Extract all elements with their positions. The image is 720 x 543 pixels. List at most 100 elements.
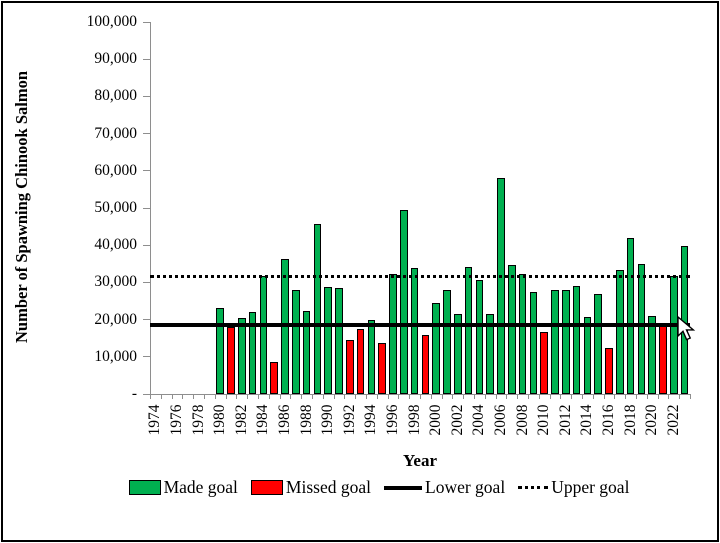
bar-1997[interactable] [399, 209, 408, 394]
bar-1987[interactable] [291, 289, 300, 394]
bar-1989[interactable] [313, 224, 322, 394]
x-axis-tick [193, 395, 195, 399]
x-axis-tick [258, 395, 259, 399]
bar-2007[interactable] [507, 265, 516, 394]
x-axis-tick [225, 395, 227, 399]
y-axis-tick [143, 21, 150, 23]
x-axis-tick [290, 395, 292, 399]
legend-label-missed-goal: Missed goal [285, 477, 371, 497]
bar-1981[interactable] [227, 326, 235, 394]
made-goal-swatch-icon [128, 480, 161, 495]
bar-2011[interactable] [551, 289, 559, 394]
y-axis-tick-label: 10,000 [94, 347, 137, 365]
y-axis-tick-label: 90,000 [94, 50, 137, 68]
bar-1996[interactable] [389, 273, 397, 394]
lower-goal-line-swatch-icon [384, 485, 422, 490]
bar-1993[interactable] [356, 328, 365, 394]
x-axis-tick [247, 395, 249, 399]
x-axis-tick [592, 395, 594, 399]
x-axis-tick [690, 395, 691, 399]
x-axis-tick [268, 395, 270, 399]
bar-1990[interactable] [324, 287, 333, 394]
legend-label-made-goal: Made goal [163, 477, 238, 497]
bar-2012[interactable] [561, 290, 570, 394]
bar-2014[interactable] [583, 317, 592, 394]
x-axis-tick-label: 1976 [168, 404, 185, 436]
y-axis-tick [143, 207, 150, 209]
bar-2008[interactable] [518, 273, 527, 394]
bar-1983[interactable] [248, 311, 257, 394]
y-axis-tick-label: - [131, 385, 137, 402]
missed-goal-swatch-icon [250, 480, 283, 495]
y-axis-tick-label: 70,000 [94, 124, 137, 142]
bar-2016[interactable] [605, 347, 613, 394]
bar-2018[interactable] [626, 237, 635, 394]
bar-2010[interactable] [540, 331, 549, 394]
bar-1980[interactable] [216, 308, 225, 394]
x-axis-tick [279, 395, 281, 399]
x-axis-tick [452, 395, 454, 399]
bar-1998[interactable] [410, 267, 419, 394]
bar-1984[interactable] [259, 275, 268, 394]
bar-2003[interactable] [464, 266, 473, 394]
bar-1999[interactable] [421, 334, 430, 394]
bar-2009[interactable] [529, 291, 538, 394]
x-axis-tick [538, 395, 540, 399]
bar-2002[interactable] [453, 313, 462, 394]
y-axis-tick-label: 20,000 [94, 310, 137, 328]
x-axis-tick [474, 395, 475, 399]
x-axis-tick [603, 395, 605, 399]
bar-1982[interactable] [237, 318, 246, 394]
bar-1995[interactable] [378, 342, 387, 394]
x-axis-tick [679, 395, 681, 399]
y-axis-tick [143, 95, 150, 97]
legend-item-lower-goal[interactable]: Lower goal [384, 477, 505, 498]
x-axis-tick [420, 395, 421, 399]
x-axis-tick [646, 395, 648, 399]
bar-1985[interactable] [270, 361, 279, 394]
bar-2019[interactable] [637, 263, 646, 394]
y-axis-tick [143, 393, 150, 395]
bar-2001[interactable] [443, 289, 451, 394]
upper-goal-line-swatch-icon [518, 486, 549, 489]
legend-item-missed-goal[interactable]: Missed goal [250, 477, 371, 498]
bar-1994[interactable] [367, 319, 376, 394]
bar-2013[interactable] [572, 286, 581, 394]
x-axis-tick [344, 395, 346, 399]
bar-2020[interactable] [648, 315, 657, 394]
bar-2005[interactable] [486, 313, 495, 394]
x-axis-tick [312, 395, 313, 399]
y-axis-tick [143, 58, 150, 60]
x-axis-tick [333, 395, 335, 399]
bar-2021[interactable] [659, 325, 667, 394]
bar-2017[interactable] [615, 269, 624, 394]
legend-item-upper-goal[interactable]: Upper goal [518, 477, 629, 498]
bar-2000[interactable] [432, 302, 441, 394]
x-axis-tick [625, 395, 627, 399]
bar-1988[interactable] [302, 311, 311, 394]
legend: Made goal Missed goal Lower goal Upper g… [0, 477, 720, 498]
x-axis-tick [657, 395, 659, 399]
y-axis-tick-label: 60,000 [94, 161, 137, 179]
x-axis-tick [322, 395, 324, 399]
y-axis-tick-label: 40,000 [94, 236, 137, 254]
bar-1992[interactable] [345, 340, 354, 394]
x-axis-tick [160, 395, 162, 399]
x-axis-tick [301, 395, 303, 399]
legend-label-upper-goal: Upper goal [551, 477, 630, 497]
bar-1991[interactable] [335, 288, 343, 394]
bar-2006[interactable] [497, 178, 505, 394]
x-axis-tick [182, 395, 184, 399]
x-axis-tick [171, 395, 173, 399]
x-axis-tick [560, 395, 562, 399]
x-axis-tick [409, 395, 411, 399]
x-axis-tick [463, 395, 465, 399]
x-axis-tick [236, 395, 238, 399]
x-axis-tick [441, 395, 443, 399]
bar-2004[interactable] [475, 280, 484, 394]
bar-2015[interactable] [594, 294, 603, 394]
plot-area [150, 22, 691, 395]
legend-item-made-goal[interactable]: Made goal [128, 477, 238, 498]
x-axis-tick [636, 395, 637, 399]
